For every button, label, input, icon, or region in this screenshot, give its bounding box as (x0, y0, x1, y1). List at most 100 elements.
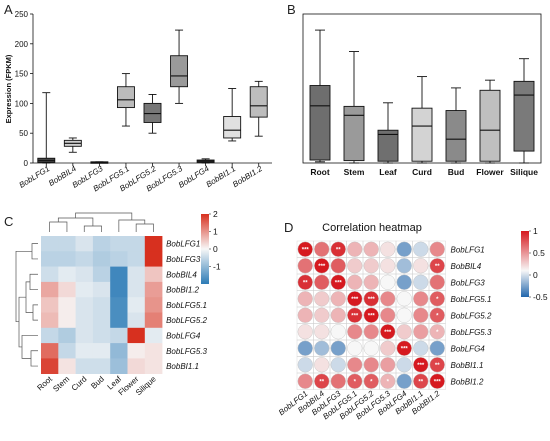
panel-c-cell-bobbi1-2-stem (58, 281, 76, 298)
panel-b-box-stem (343, 51, 365, 164)
panel-c-cell-bobbi1-2-leaf (110, 281, 128, 298)
panel-d-circle-boblfg4-boblfg5-3 (380, 340, 396, 356)
panel-d-significance-mark: *** (434, 379, 442, 385)
box-iqr (411, 107, 433, 162)
panel-d-circle-bobbi1-2-bobbi1-2 (429, 373, 445, 389)
dendrogram-branch (32, 304, 38, 321)
panel-c-cell-boblfg5-1-curd (75, 297, 94, 313)
panel-c-cell-bobbi1-2-bud (92, 281, 111, 298)
panel-c-cell-bobbil4-leaf (110, 266, 128, 283)
panel-b-box-silique (513, 58, 535, 164)
panel-d-circle-boblfg4-boblfg5-1 (347, 340, 363, 356)
panel-d-significance-mark: * (370, 379, 373, 385)
panel-c-row-label: BobLFG1 (166, 240, 200, 249)
box-iqr (249, 86, 268, 118)
panel-b-box-root (309, 29, 331, 163)
panel-d-significance-mark: * (436, 330, 439, 336)
panel-d-circle-boblfg1-boblfg4 (396, 241, 412, 257)
panel-a-box-bobbi1-2 (249, 80, 268, 137)
panel-d-circle-boblfg4-bobbil4 (314, 340, 330, 356)
panel-c-cell-bobbi1-1-stem (58, 358, 76, 374)
panel-d-circle-boblfg4-bobbi1-2 (429, 340, 445, 356)
panel-c-cell-bobbi1-2-root (41, 281, 59, 298)
panel-d-circle-boblfg1-bobbi1-2 (429, 241, 445, 257)
panel-a-box-boblfg5-3 (170, 29, 189, 104)
panel-b-box-leaf (377, 102, 399, 164)
dendrogram-branch (49, 221, 68, 232)
panel-d-cbar-tick-label: 1 (533, 226, 538, 236)
panel-c-cell-boblfg5-2-stem (58, 312, 76, 329)
panel-d-circle-boblfg5-1-bobbil4 (314, 291, 330, 307)
panel-b-xtick-label: Curd (412, 167, 432, 177)
box-iqr (377, 129, 399, 162)
panel-c-colorbar (201, 214, 209, 284)
panel-c-cell-boblfg4-silique (144, 327, 163, 344)
box-iqr (116, 86, 135, 109)
panel-b-xtick-label: Stem (344, 167, 365, 177)
panel-b-box-bud (445, 87, 467, 164)
panel-d-circle-bobbil4-bobbi1-1 (413, 258, 429, 274)
panel-c-cbar-tick-label: 2 (213, 209, 218, 219)
dendrogram-branch (75, 212, 133, 220)
panel-c-cell-bobbi1-2-silique (144, 281, 163, 298)
panel-c-cell-boblfg5-2-root (41, 312, 59, 329)
panel-c-row-label: BobLFG3 (166, 255, 201, 264)
panel-c-row-label: BobBIL4 (166, 270, 197, 279)
panel-d-significance-mark: *** (335, 280, 343, 286)
panel-d-circle-bobbi1-1-boblfg5-3 (380, 357, 396, 373)
panel-d-circle-boblfg1-boblfg5-3 (380, 241, 396, 257)
panel-d-significance-mark: *** (351, 297, 359, 303)
panel-d-significance-mark: ** (336, 247, 341, 253)
panel-d-circle-boblfg5-3-boblfg5-3 (380, 324, 396, 340)
panel-d-circle-boblfg1-boblfg5-1 (347, 241, 363, 257)
panel-c-row-label: BobBI1.2 (166, 286, 199, 295)
panel-d-row-label: BobBI1.1 (451, 361, 484, 370)
panel-d-circle-boblfg5-2-boblfg3 (330, 307, 346, 323)
panel-d-circle-boblfg5-1-boblfg5-3 (380, 291, 396, 307)
panel-a-ytick-label: 50 (19, 129, 28, 138)
panel-d-circle-boblfg5-2-boblfg5-2 (363, 307, 379, 323)
panel-b-box-flower (479, 79, 501, 164)
panel-a-xtick-label: BobLFG4 (177, 164, 211, 190)
panel-d-circle-bobbil4-boblfg5-3 (380, 258, 396, 274)
panel-a-boxplot: Expression (FPKM) 0 50 100 150 200 250 BobLFG… (4, 10, 272, 193)
panel-d-significance-mark: *** (368, 297, 376, 303)
panel-d-circle-boblfg1-bobbil4 (314, 241, 330, 257)
panel-c-cell-boblfg5-3-curd (75, 343, 94, 359)
panel-c-cell-boblfg3-bud (92, 251, 111, 267)
dendrogram-branch (30, 350, 38, 367)
panel-d-circle-boblfg5-1-bobbi1-2 (429, 291, 445, 307)
panel-d-circle-bobbi1-2-boblfg3 (330, 373, 346, 389)
panel-b-xtick-label: Silique (510, 167, 538, 177)
panel-a-ytick-label: 200 (15, 40, 29, 49)
panel-c-row-label: BobLFG5.3 (166, 347, 207, 356)
panel-d-significance-mark: *** (417, 363, 425, 369)
panel-c-cell-bobbil4-bud (92, 266, 111, 283)
panel-a-ytick-label: 0 (24, 159, 29, 168)
panel-c-cell-boblfg3-flower (127, 251, 146, 267)
panel-d-circle-boblfg5-1-boblfg5-2 (363, 291, 379, 307)
panel-d-significance-mark: ** (303, 280, 308, 286)
panel-c-cell-boblfg4-flower (127, 327, 146, 344)
panel-c-row-label: BobLFG5.2 (166, 316, 207, 325)
panel-d-circle-boblfg5-3-bobbi1-1 (413, 324, 429, 340)
panel-d-circle-boblfg1-bobbi1-1 (413, 241, 429, 257)
dendrogram-branch (15, 250, 32, 323)
panel-c-cell-boblfg3-silique (144, 251, 163, 267)
panel-c-cell-bobbi1-1-flower (127, 358, 146, 374)
panel-d-significance-mark: * (387, 379, 390, 385)
panel-label-a: A (4, 2, 13, 17)
panel-b-boxplot: Root Stem Leaf Curd Bud Flower Silique (302, 13, 542, 177)
dendrogram-branch (25, 281, 33, 313)
panel-label-b: B (287, 2, 296, 17)
panel-c-cell-boblfg5-3-root (41, 343, 59, 359)
panel-d-circle-bobbil4-boblfg5-2 (363, 258, 379, 274)
panel-b-xtick-label: Leaf (379, 167, 397, 177)
dendrogram-branch (83, 225, 102, 232)
panel-c-cell-boblfg5-2-bud (92, 312, 111, 329)
panel-d-circle-bobbil4-boblfg4 (396, 258, 412, 274)
box-iqr (513, 80, 535, 152)
panel-c-col-label: Bud (89, 374, 106, 390)
panel-d-circle-boblfg3-boblfg5-1 (347, 274, 363, 290)
panel-c-cell-boblfg5-1-silique (144, 297, 163, 313)
